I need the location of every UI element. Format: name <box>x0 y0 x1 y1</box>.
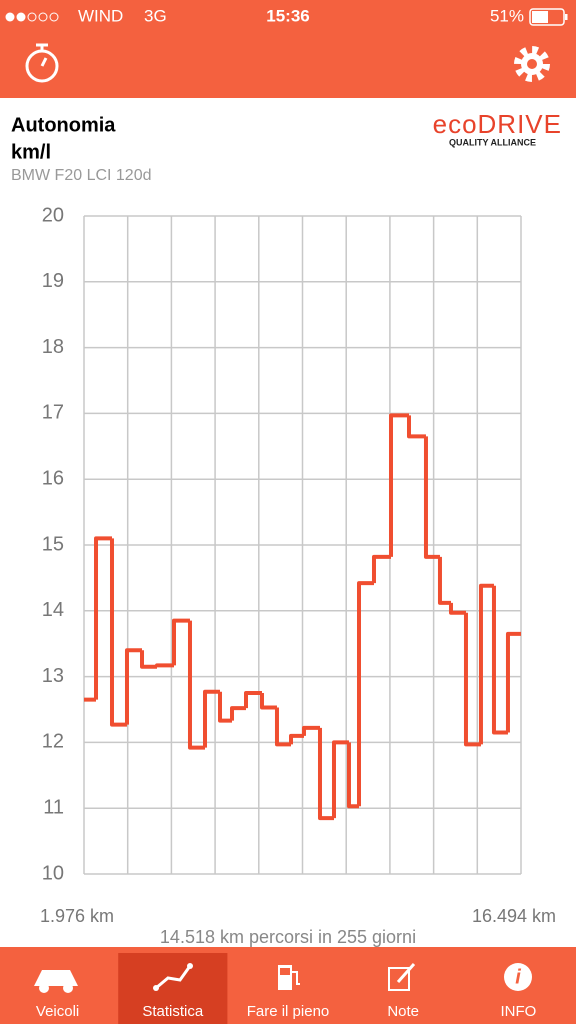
tab-label[interactable]: Fare il pieno <box>247 1003 330 1020</box>
tab-label[interactable]: Statistica <box>142 1003 204 1020</box>
step-segment <box>346 742 359 809</box>
battery-text: 51% <box>490 6 524 25</box>
battery-icon <box>529 8 568 26</box>
top-bar <box>0 0 576 98</box>
step-segment <box>437 556 451 605</box>
step-segment <box>371 554 391 584</box>
step-segment <box>331 740 349 819</box>
y-tick-label: 13 <box>42 665 64 687</box>
step-segment <box>301 725 320 736</box>
step-segment <box>289 733 304 745</box>
active-tab <box>118 953 228 1024</box>
y-tick-label: 19 <box>42 270 64 292</box>
signal <box>5 12 59 22</box>
y-tick-label: 14 <box>42 599 64 621</box>
y-tick-label: 16 <box>42 467 64 489</box>
svg-text:i: i <box>515 966 521 988</box>
y-tick-label: 12 <box>42 731 64 753</box>
x-tick-label: 1.976 km <box>40 906 114 926</box>
unit: km/l <box>11 141 51 163</box>
step-segment <box>217 691 233 723</box>
step-segment <box>124 648 143 725</box>
y-tick-label: 20 <box>42 204 64 226</box>
step-segment <box>423 436 440 559</box>
stopwatch-button[interactable] <box>25 43 59 83</box>
summary: 14.518 km percorsi in 255 giorni <box>160 927 416 947</box>
y-tick-label: 18 <box>42 336 64 358</box>
logo-tagline: QUALITY ALLIANCE <box>449 137 536 147</box>
step-segment <box>406 415 426 439</box>
tab-label[interactable]: Veicoli <box>36 1003 79 1020</box>
step-segment <box>317 727 334 821</box>
step-segment <box>94 536 112 700</box>
x-tick-label: 16.494 km <box>472 906 556 926</box>
time: 15:36 <box>266 6 309 25</box>
step-segment <box>388 413 409 557</box>
step-segment <box>448 602 466 615</box>
step-segment <box>187 620 206 750</box>
tab-label[interactable]: INFO <box>500 1003 536 1020</box>
carrier: WIND <box>78 6 123 25</box>
step-segment <box>230 706 247 721</box>
chart-title: Autonomia <box>11 114 116 136</box>
step-segment <box>491 585 508 735</box>
tab-icons: i <box>34 963 532 993</box>
step-segment <box>244 691 262 709</box>
step-segment <box>463 612 481 747</box>
step-segment <box>154 663 175 668</box>
y-tick-label: 17 <box>42 402 64 424</box>
step-segment <box>203 689 220 748</box>
step-segment <box>505 631 521 733</box>
step-segment <box>274 707 292 747</box>
tab-label[interactable]: Note <box>387 1003 419 1020</box>
step-segment <box>172 618 190 666</box>
step-segment <box>259 693 277 710</box>
step-segment <box>478 583 494 745</box>
step-segment <box>356 581 374 807</box>
step-segment <box>109 538 127 727</box>
step-segment <box>140 650 157 669</box>
y-tick-label: 11 <box>43 796 64 818</box>
y-tick-label: 10 <box>42 862 64 884</box>
logo: ecoDRIVE <box>433 109 562 139</box>
subtitle: BMW F20 LCI 120d <box>11 167 152 184</box>
y-tick-label: 15 <box>42 533 64 555</box>
settings-button[interactable] <box>514 46 550 82</box>
network: 3G <box>144 6 167 25</box>
